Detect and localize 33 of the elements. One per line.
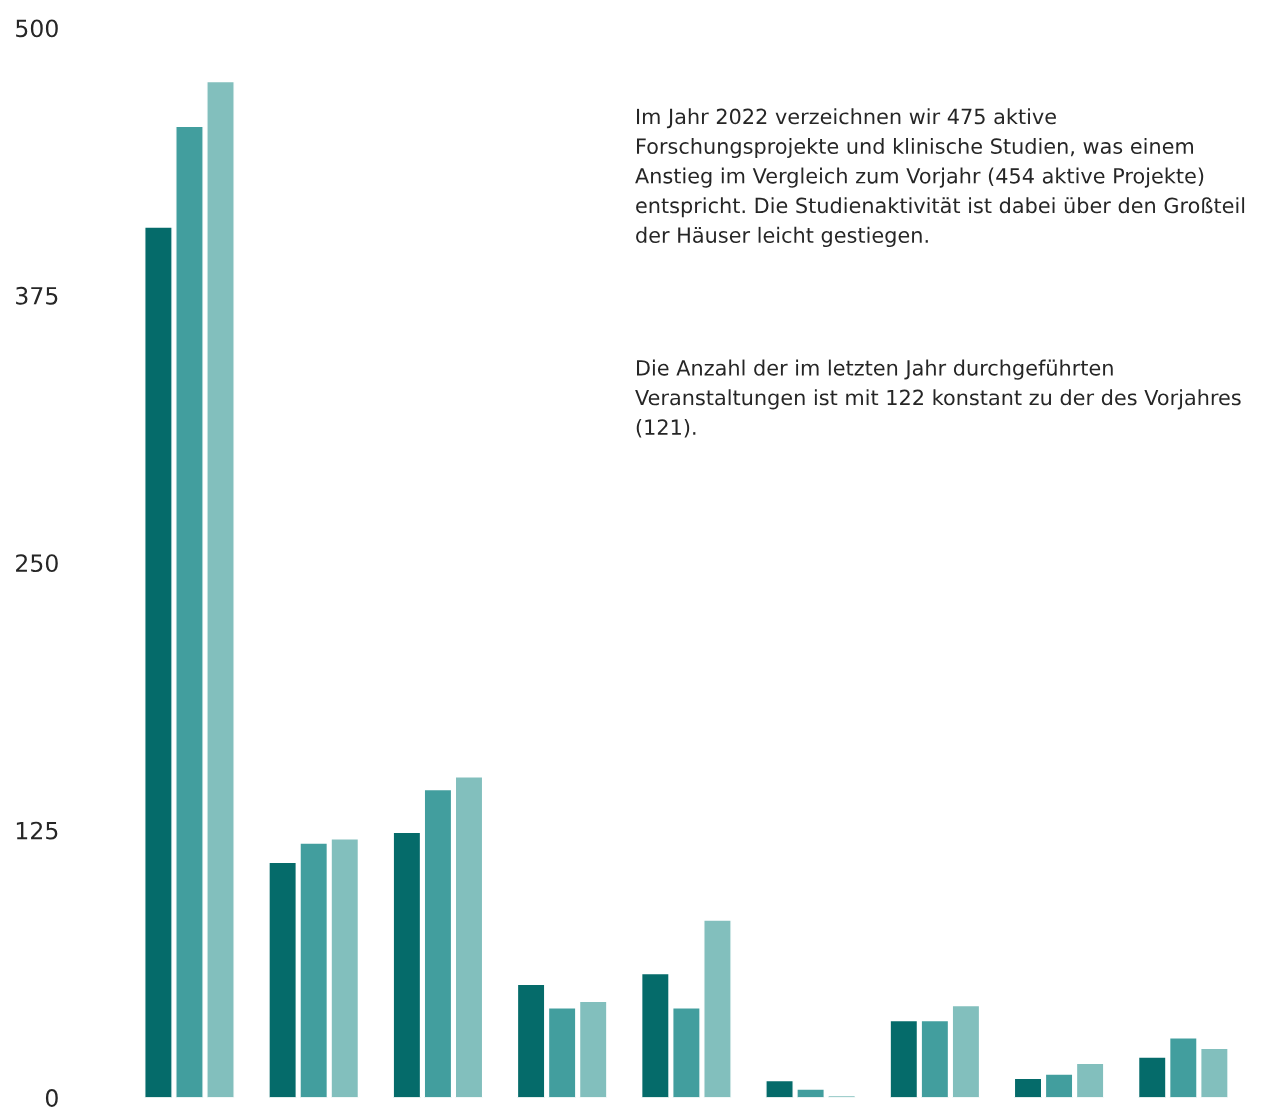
bar — [1044, 1073, 1074, 1098]
bar — [1013, 1077, 1043, 1098]
bar — [889, 1019, 919, 1098]
y-tick-label: 125 — [16, 821, 58, 840]
y-tick-label: 500 — [16, 19, 58, 38]
bar — [547, 1007, 577, 1098]
bar — [206, 80, 235, 1098]
y-tick-label: 375 — [16, 286, 58, 305]
bar — [516, 983, 546, 1098]
bar — [299, 842, 329, 1098]
bar — [765, 1079, 794, 1098]
bar — [1137, 1056, 1167, 1098]
bar — [1168, 1037, 1198, 1098]
bar — [330, 838, 360, 1098]
bar — [1075, 1062, 1105, 1098]
bar — [796, 1088, 825, 1098]
bar — [703, 919, 732, 1098]
bar — [268, 861, 298, 1098]
bar — [454, 776, 484, 1098]
y-tick-label: 0 — [45, 1089, 58, 1107]
bar — [920, 1019, 950, 1098]
y-tick-label: 250 — [16, 554, 58, 573]
bar — [951, 1004, 981, 1098]
bar — [392, 831, 422, 1098]
annotation: Im Jahr 2022 verzeichnen wir 475 aktive Forschungsprojekte und klinische Studien, was einem Anstieg im Vergleich zum Vorjahr (454 aktive Projekte) entspricht. Die Studienaktivität ist dabei über den Großteil der Häuser leicht gestiegen. — [635, 108, 1245, 248]
bar — [672, 1007, 701, 1098]
bar — [144, 226, 173, 1098]
bar — [578, 1000, 608, 1098]
bar — [1200, 1047, 1229, 1098]
bar — [640, 972, 670, 1098]
bar — [423, 788, 453, 1098]
annotation: Die Anzahl der im letzten Jahr durchgeführten Veranstaltungen ist mit 122 konstant zu der des Vorjahres (121). — [635, 359, 1241, 438]
bar — [175, 125, 204, 1098]
